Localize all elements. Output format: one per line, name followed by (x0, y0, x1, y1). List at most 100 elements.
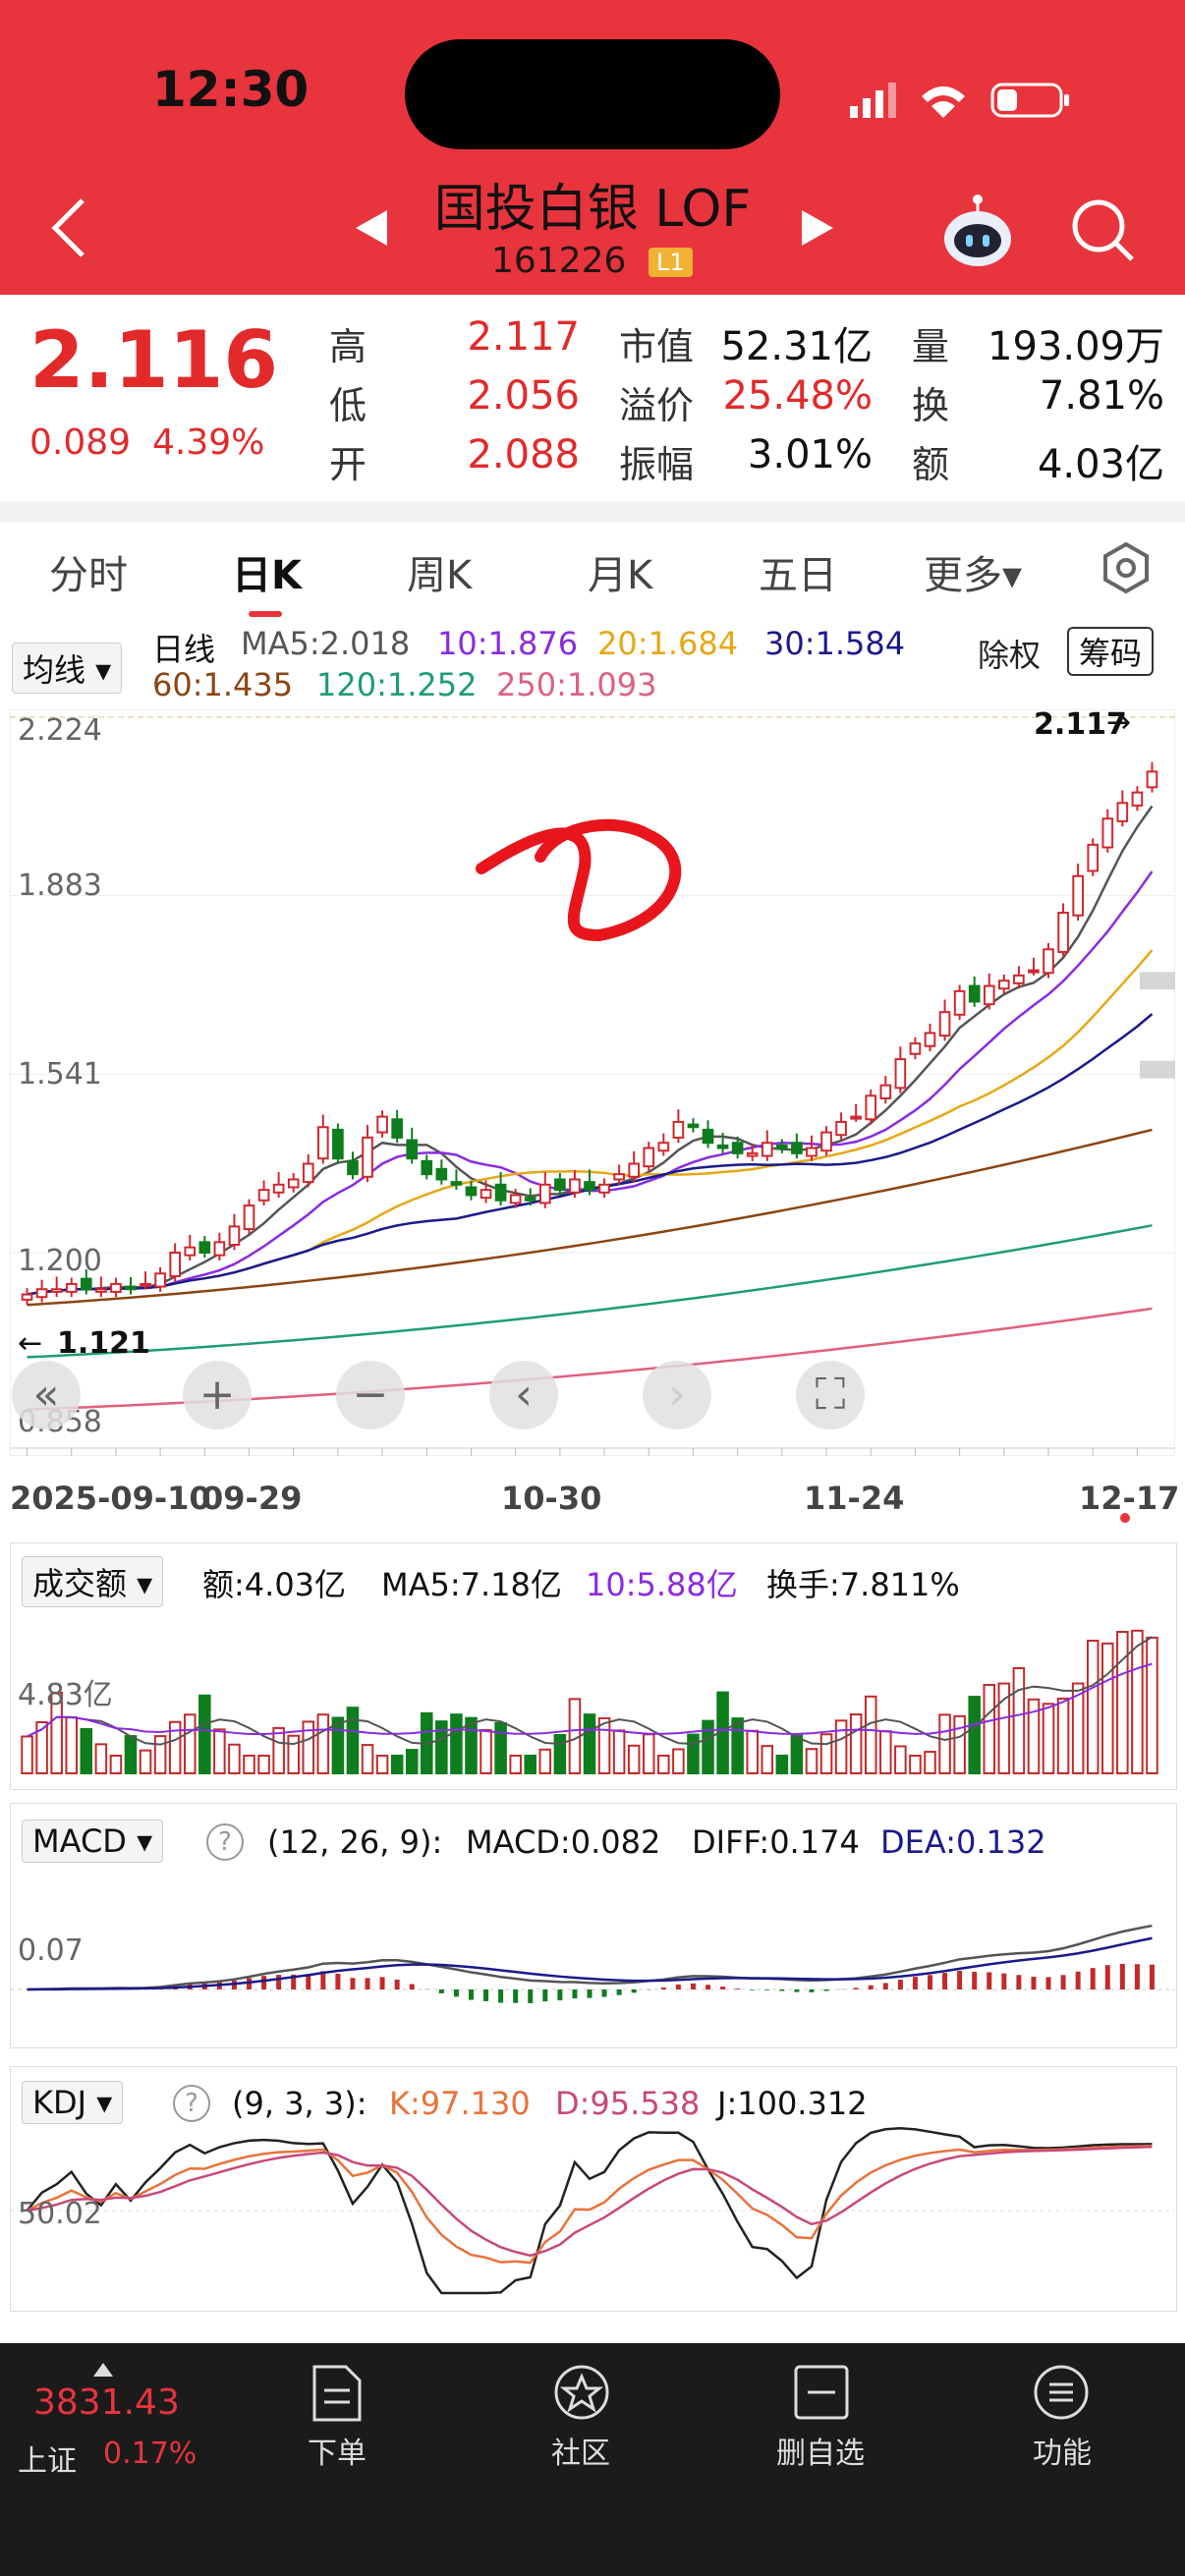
ma20-legend: 20:1.684 (597, 625, 739, 662)
candle (21, 1293, 33, 1301)
candle (538, 1183, 551, 1204)
y-axis-label: 2.224 (18, 713, 102, 748)
volume-bar (361, 1744, 374, 1774)
tab-weekly-k[interactable]: 周K (407, 553, 473, 598)
tab-intraday[interactable]: 分时 (49, 553, 128, 598)
candle (702, 1128, 714, 1145)
candle (761, 1142, 773, 1157)
candle (272, 1183, 285, 1194)
candle (376, 1115, 388, 1134)
next-stock-icon[interactable] (798, 208, 837, 248)
pan-left-icon[interactable]: ‹ (489, 1361, 558, 1429)
nav-remove-watchlist[interactable]: 删自选 (776, 2436, 865, 2471)
candle (35, 1288, 48, 1299)
stat-label: 溢价 (619, 384, 695, 427)
pan-right-icon[interactable]: › (643, 1361, 711, 1429)
volume-bar (746, 1729, 759, 1775)
kdj-axis-label: 50.02 (18, 2197, 102, 2231)
tab-five-day[interactable]: 五日 (759, 553, 837, 598)
candle (613, 1173, 625, 1181)
ex-rights-button[interactable]: 除权 (978, 637, 1042, 674)
help-icon[interactable]: ? (206, 1823, 244, 1861)
volume-select[interactable]: 成交额 ▾ (22, 1556, 164, 1607)
tab-daily-k[interactable]: 日K (232, 553, 302, 598)
volume-bar (642, 1733, 655, 1774)
tab-monthly-k[interactable]: 月K (588, 553, 653, 598)
rewind-icon[interactable]: « (12, 1361, 81, 1429)
candle (1131, 791, 1144, 807)
nav-community[interactable]: 社区 (551, 2436, 610, 2471)
indicator-select[interactable]: 均线 ▾ (12, 643, 123, 694)
volume-bar (924, 1751, 936, 1774)
volume-bar (213, 1728, 226, 1774)
kdj-panel (10, 2066, 1177, 2312)
kdj-k-line (26, 2144, 1153, 2265)
volume-bar (243, 1755, 255, 1774)
nav-functions[interactable]: 功能 (1033, 2436, 1092, 2471)
chips-button[interactable]: 筹码 (1067, 627, 1155, 676)
volume-bar (672, 1748, 685, 1774)
macd-select[interactable]: MACD ▾ (22, 1820, 164, 1863)
level-badge: L1 (649, 248, 693, 277)
candle (80, 1277, 92, 1291)
candle (524, 1197, 536, 1202)
kline-chart[interactable] (10, 709, 1175, 1456)
candle (125, 1285, 137, 1291)
date-label: 12-17 (1079, 1480, 1180, 1517)
stat-value: 2.117 (467, 314, 580, 360)
macd-panel (10, 1803, 1177, 2048)
stat-value: 193.09万 (988, 324, 1164, 369)
nav-order[interactable]: 下单 (308, 2436, 367, 2471)
help-icon[interactable]: ? (173, 2085, 210, 2122)
volume-bar (450, 1713, 463, 1775)
robot-assistant-icon[interactable] (938, 192, 1017, 270)
candle (865, 1094, 877, 1121)
prev-stock-icon[interactable] (352, 208, 391, 248)
community-icon[interactable] (550, 2363, 613, 2424)
quote-panel (0, 295, 1185, 501)
candle (480, 1189, 492, 1200)
fullscreen-icon[interactable]: ⛶ (796, 1361, 865, 1429)
volume-chart[interactable] (10, 1601, 1175, 1788)
volume-bar (316, 1713, 330, 1774)
remove-watchlist-icon[interactable] (792, 2363, 851, 2422)
volume-ma5-line (27, 1636, 1153, 1746)
candle (213, 1241, 226, 1257)
bottom-bar (0, 2343, 1185, 2576)
candle (184, 1246, 197, 1257)
volume-bar (538, 1748, 552, 1774)
zoom-in-icon[interactable]: + (183, 1361, 252, 1429)
volume-bar (1146, 1636, 1158, 1774)
search-icon[interactable] (1069, 196, 1138, 265)
up-arrow-icon (93, 2363, 113, 2377)
candle (820, 1131, 832, 1152)
index-value[interactable]: 3831.43 (33, 2382, 180, 2423)
arrow-right-icon: → (1106, 705, 1132, 740)
volume-bar (124, 1735, 138, 1774)
back-icon[interactable] (49, 196, 88, 259)
volume-bar (80, 1727, 93, 1774)
menu-icon[interactable] (1032, 2363, 1091, 2422)
kdj-chart[interactable] (10, 2122, 1175, 2309)
stat-label: 低 (329, 384, 367, 427)
volume-bar (1086, 1639, 1100, 1775)
volume-bar (731, 1717, 744, 1774)
candle (554, 1178, 566, 1192)
macd-chart[interactable] (10, 1867, 1175, 2046)
volume-bar (879, 1730, 892, 1774)
volume-bar (864, 1695, 877, 1774)
tab-more[interactable]: 更多▾ (924, 553, 1023, 598)
price-change-pct: 4.39% (152, 422, 265, 463)
zoom-out-icon[interactable]: − (336, 1361, 405, 1429)
order-icon[interactable] (310, 2363, 364, 2424)
kdj-select[interactable]: KDJ ▾ (22, 2081, 124, 2124)
dea-line (27, 1936, 1153, 1991)
stat-label: 开 (329, 443, 367, 486)
ma5-legend: MA5:2.018 (241, 625, 411, 662)
candle (140, 1282, 151, 1287)
settings-icon[interactable] (1099, 540, 1154, 595)
stat-label: 换 (912, 384, 950, 427)
stat-label: 额 (912, 443, 950, 486)
ma60-line (27, 1128, 1153, 1307)
candle (938, 1011, 951, 1037)
